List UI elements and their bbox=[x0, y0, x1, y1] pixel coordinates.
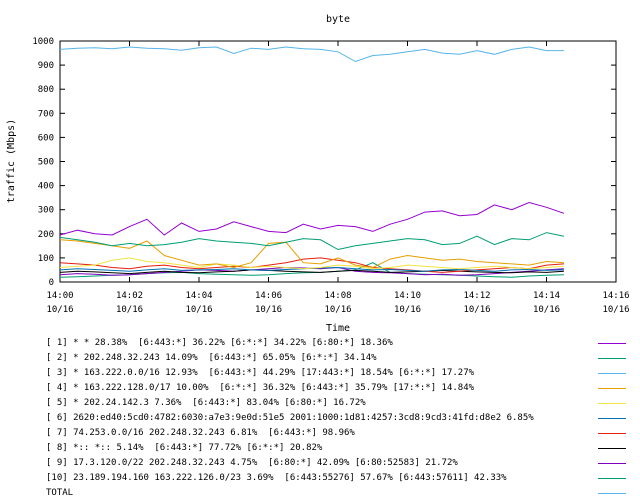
legend-entry: [ 3] * 163.222.0.0/16 12.93% [6:443:*] 4… bbox=[46, 366, 636, 381]
series-line-1 bbox=[59, 201, 565, 236]
legend-swatch bbox=[598, 403, 626, 404]
y-tick-label: 900 bbox=[38, 61, 54, 71]
legend-label: [ 2] * 202.248.32.243 14.09% [6:443:*] 6… bbox=[46, 353, 377, 363]
legend-entry: [ 7] 74.253.0.0/16 202.248.32.243 6.81% … bbox=[46, 426, 636, 441]
legend-swatch bbox=[598, 358, 626, 359]
legend-label: [ 4] * 163.222.128.0/17 10.00% [6:*:*] 3… bbox=[46, 383, 475, 393]
legend-entry: [ 8] *:: *:: 5.14% [6:443:*] 77.72% [6:*… bbox=[46, 441, 636, 456]
x-tick-time-label: 14:08 bbox=[324, 291, 351, 301]
x-axis-label: Time bbox=[326, 323, 350, 334]
x-tick-time-label: 14:16 bbox=[602, 291, 629, 301]
legend: [ 1] * * 28.38% [6:443:*] 36.22% [6:*:*]… bbox=[46, 336, 636, 501]
legend-label: [ 9] 17.3.120.0/22 202.248.32.243 4.75% … bbox=[46, 458, 458, 468]
legend-label: [ 8] *:: *:: 5.14% [6:443:*] 77.72% [6:*… bbox=[46, 443, 323, 453]
legend-swatch bbox=[598, 463, 626, 464]
x-tick-time-label: 14:10 bbox=[394, 291, 421, 301]
legend-entry: TOTAL bbox=[46, 486, 636, 501]
y-tick-label: 700 bbox=[38, 109, 54, 119]
x-tick-date-label: 10/16 bbox=[255, 305, 282, 315]
y-tick-label: 500 bbox=[38, 158, 54, 168]
legend-label: [ 5] * 202.24.142.3 7.36% [6:443:*] 83.0… bbox=[46, 398, 366, 408]
legend-swatch bbox=[598, 373, 626, 374]
series-line-10 bbox=[59, 262, 564, 278]
plot-frame bbox=[59, 40, 617, 283]
series-line-4 bbox=[59, 239, 564, 269]
legend-swatch bbox=[598, 388, 626, 389]
legend-entry: [ 4] * 163.222.128.0/17 10.00% [6:*:*] 3… bbox=[46, 381, 636, 396]
legend-label: [ 1] * * 28.38% [6:443:*] 36.22% [6:*:*]… bbox=[46, 338, 393, 348]
y-tick-label: 400 bbox=[38, 182, 54, 192]
legend-label: [ 6] 2620:ed40:5cd0:4782:6030:a7e3:9e0d:… bbox=[46, 413, 534, 423]
chart-title: byte bbox=[326, 14, 350, 25]
y-axis-ticks: 0 100 200 300 400 500 600 700 800 900 1000 bbox=[32, 37, 616, 288]
x-tick-date-label: 10/16 bbox=[116, 305, 143, 315]
y-tick-label: 300 bbox=[38, 206, 54, 216]
series-line-8 bbox=[59, 269, 564, 275]
x-axis-ticks: 14:00 10/16 14:02 10/16 14:04 10/16 14:06 10/16… bbox=[46, 41, 630, 315]
legend-entry: [ 5] * 202.24.142.3 7.36% [6:443:*] 83.0… bbox=[46, 396, 636, 411]
traffic-line-chart: byte traffic (Mbps) Time 0 100 200 300 400 50… bbox=[6, 14, 630, 334]
x-tick-date-label: 10/16 bbox=[533, 305, 560, 315]
legend-swatch bbox=[598, 418, 626, 419]
x-tick-time-label: 14:04 bbox=[185, 291, 212, 301]
legend-swatch bbox=[598, 448, 626, 449]
legend-swatch bbox=[598, 343, 626, 344]
legend-entry: [ 9] 17.3.120.0/22 202.248.32.243 4.75% … bbox=[46, 456, 636, 471]
legend-swatch bbox=[598, 478, 626, 479]
x-tick-date-label: 10/16 bbox=[602, 305, 629, 315]
series-line-5 bbox=[59, 257, 564, 270]
y-axis-label: traffic (Mbps) bbox=[6, 119, 17, 203]
legend-swatch bbox=[598, 433, 626, 434]
x-tick-time-label: 14:12 bbox=[463, 291, 490, 301]
x-tick-date-label: 10/16 bbox=[463, 305, 490, 315]
x-tick-date-label: 10/16 bbox=[324, 305, 351, 315]
x-tick-date-label: 10/16 bbox=[46, 305, 73, 315]
legend-label: [ 7] 74.253.0.0/16 202.248.32.243 6.81% … bbox=[46, 428, 355, 438]
x-tick-time-label: 14:00 bbox=[46, 291, 73, 301]
y-tick-label: 100 bbox=[38, 254, 54, 264]
y-tick-label: 800 bbox=[38, 85, 54, 95]
y-tick-label: 200 bbox=[38, 230, 54, 240]
legend-label: TOTAL bbox=[46, 488, 74, 498]
x-tick-date-label: 10/16 bbox=[185, 305, 212, 315]
legend-entry: [ 1] * * 28.38% [6:443:*] 36.22% [6:*:*]… bbox=[46, 336, 636, 351]
legend-entry: [10] 23.189.194.160 163.222.126.0/23 3.6… bbox=[46, 471, 636, 486]
legend-entry: [ 6] 2620:ed40:5cd0:4782:6030:a7e3:9e0d:… bbox=[46, 411, 636, 426]
x-tick-time-label: 14:02 bbox=[116, 291, 143, 301]
legend-entry: [ 2] * 202.248.32.243 14.09% [6:443:*] 6… bbox=[46, 351, 636, 366]
series-line-2 bbox=[59, 232, 565, 251]
x-tick-time-label: 14:06 bbox=[255, 291, 282, 301]
x-tick-date-label: 10/16 bbox=[394, 305, 421, 315]
series-lines bbox=[59, 46, 565, 278]
series-line-3 bbox=[59, 46, 564, 63]
y-tick-label: 1000 bbox=[32, 37, 54, 47]
series-line-7 bbox=[59, 257, 564, 273]
x-tick-time-label: 14:14 bbox=[533, 291, 560, 301]
legend-swatch bbox=[598, 493, 626, 494]
legend-label: [10] 23.189.194.160 163.222.126.0/23 3.6… bbox=[46, 473, 507, 483]
y-tick-label: 0 bbox=[49, 278, 54, 288]
legend-label: [ 3] * 163.222.0.0/16 12.93% [6:443:*] 4… bbox=[46, 368, 475, 378]
y-tick-label: 600 bbox=[38, 133, 54, 143]
